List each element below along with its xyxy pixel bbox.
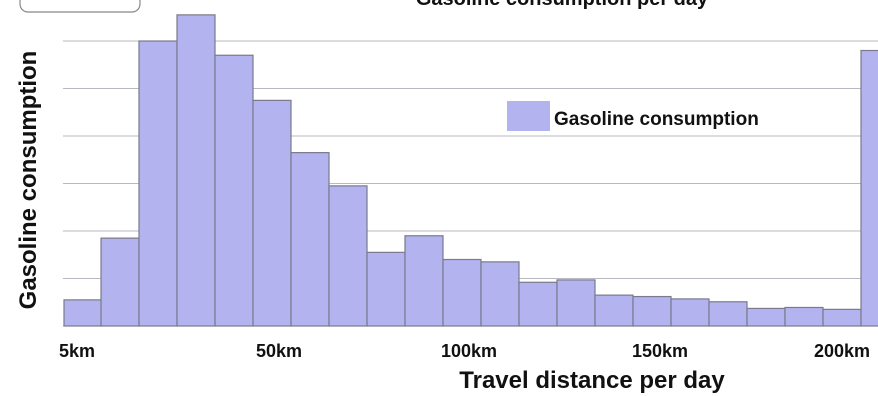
title-box [19, 0, 141, 13]
bar-20km [138, 40, 178, 327]
bar-120km [518, 281, 558, 327]
legend: Gasoline consumption [507, 101, 759, 131]
bar-70km [328, 185, 368, 327]
x-tick-label: 200km [814, 341, 870, 361]
bar-5km [63, 299, 103, 327]
bar-130km [556, 279, 596, 327]
bar-200km+ [860, 49, 878, 327]
bar-10km [100, 237, 140, 327]
bar-200km [822, 308, 862, 327]
bar-180km [746, 307, 786, 327]
bar-150km [632, 295, 672, 327]
bars [63, 14, 878, 327]
bar-140km [594, 294, 634, 327]
x-tick-label: 150km [632, 341, 688, 361]
x-axis-title: Travel distance per day [459, 367, 725, 394]
bar-170km [708, 301, 748, 327]
legend-swatch [507, 101, 550, 131]
legend-label: Gasoline consumption [554, 109, 759, 130]
bar-100km [442, 258, 482, 327]
x-tick-label: 50km [256, 341, 302, 361]
bar-90km [404, 235, 444, 327]
x-tick-label: 100km [441, 341, 497, 361]
bar-190km [784, 306, 824, 327]
bar-30km [176, 14, 216, 327]
x-tick-labels: 5km 50km 100km 150km 200km [59, 341, 870, 361]
bar-160km [670, 298, 710, 327]
x-tick-label: 5km [59, 341, 95, 361]
bar-50km [252, 99, 292, 327]
bar-40km [214, 54, 254, 327]
y-axis-title: Gasoline consumption [15, 51, 42, 310]
bar-60km [290, 152, 330, 327]
bar-80km [366, 251, 406, 327]
chart-title: Gasoline consumption per day [416, 0, 709, 10]
bar-110km [480, 261, 520, 327]
